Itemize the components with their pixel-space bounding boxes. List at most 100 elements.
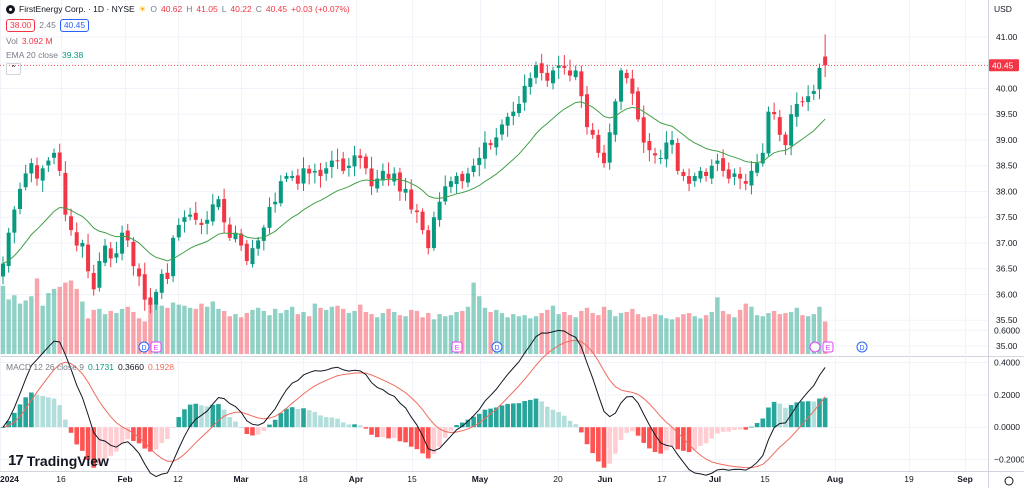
- candle-body: [562, 65, 567, 68]
- volume-bar: [278, 313, 284, 354]
- event-marker[interactable]: D: [491, 341, 503, 353]
- candle-body: [647, 140, 652, 151]
- candle-body: [386, 173, 391, 179]
- event-marker[interactable]: D: [138, 341, 150, 353]
- volume-bar: [505, 317, 510, 354]
- macd-histogram-bar: [754, 423, 760, 428]
- volume-bar: [295, 314, 301, 354]
- volume-bar: [533, 316, 539, 354]
- event-marker[interactable]: D: [856, 341, 868, 353]
- candle-body: [528, 78, 533, 87]
- candle-body: [465, 173, 470, 183]
- macd-histogram-bar: [272, 419, 278, 428]
- volume-bar: [91, 309, 96, 354]
- macd-histogram-bar: [749, 426, 754, 428]
- price-axis-label: 38.00: [996, 186, 1018, 196]
- candle-body: [550, 70, 555, 84]
- candle-body: [789, 114, 794, 146]
- tradingview-logo-text: TradingView: [26, 452, 109, 469]
- candle-body: [675, 142, 680, 171]
- candle-body: [239, 233, 244, 246]
- macd-histogram-bar: [102, 427, 108, 459]
- macd-label: MACD 12 26 close 9: [6, 362, 84, 372]
- candle-body: [176, 224, 181, 238]
- volume-bar: [573, 317, 578, 354]
- macd-histogram-bar: [454, 425, 459, 428]
- candle-body: [199, 222, 204, 225]
- time-axis-label: 18: [298, 474, 308, 484]
- candle-body: [568, 70, 572, 76]
- candle-body: [443, 186, 448, 202]
- macd-histogram-bar: [346, 424, 352, 428]
- event-marker[interactable]: E: [451, 341, 463, 353]
- volume-bar: [443, 316, 448, 354]
- event-marker-label: E: [455, 345, 460, 352]
- candle-body: [193, 212, 198, 220]
- last-price-label: 40.45: [992, 60, 1014, 70]
- event-marker[interactable]: E: [822, 341, 834, 353]
- candle-body: [726, 169, 731, 179]
- bid-button[interactable]: 38.00: [6, 18, 36, 32]
- macd-histogram-bar: [301, 408, 306, 428]
- symbol-title[interactable]: FirstEnergy Corp. · 1D · NYSE: [19, 4, 135, 14]
- volume-bar: [601, 306, 607, 354]
- macd-histogram-bar: [618, 427, 624, 441]
- time-axis-label: Aug: [827, 474, 844, 484]
- macd-histogram-bar: [176, 417, 182, 428]
- candle-body: [290, 176, 295, 178]
- candle-body: [681, 171, 686, 177]
- macd-histogram-bar: [777, 403, 783, 428]
- candle-body: [630, 78, 635, 94]
- ask-button[interactable]: 40.45: [59, 18, 90, 32]
- candle-body: [35, 165, 40, 179]
- macd-histogram-bar: [165, 427, 170, 439]
- price-axis-label: 35.50: [996, 315, 1018, 325]
- macd-histogram-bar: [607, 427, 612, 464]
- volume-bar: [255, 307, 261, 354]
- macd-histogram-bar: [108, 427, 114, 456]
- volume-bar: [341, 308, 346, 354]
- candle-body: [227, 224, 232, 238]
- collapse-legend-button[interactable]: ⌃: [6, 63, 21, 75]
- time-axis-label: Feb: [117, 474, 132, 484]
- candle-body: [222, 198, 227, 223]
- macd-histogram-bar: [335, 418, 340, 428]
- candle-body: [97, 261, 102, 288]
- candle-body: [573, 70, 578, 78]
- macd-histogram-bar: [414, 427, 420, 450]
- candle-body: [142, 274, 147, 300]
- candle-body: [6, 232, 11, 266]
- volume-bar: [805, 316, 811, 354]
- candle-body: [205, 219, 210, 224]
- volume-bar: [522, 315, 527, 354]
- high-label: H: [186, 4, 193, 14]
- volume-bar: [74, 288, 79, 354]
- macd-histogram-bar: [363, 427, 369, 429]
- volume-bar: [409, 309, 414, 354]
- macd-histogram-bar: [216, 404, 221, 428]
- volume-bar: [335, 305, 340, 354]
- volume-bar: [289, 306, 295, 354]
- macd-axis-label: −0.4000: [994, 487, 1024, 488]
- macd-histogram-bar: [459, 422, 465, 428]
- macd-histogram-bar: [408, 427, 414, 447]
- macd-histogram-bar: [0, 427, 6, 428]
- event-flash-icon: [809, 341, 821, 353]
- macd-histogram-bar: [528, 399, 533, 428]
- volume-bar: [477, 296, 482, 354]
- event-marker[interactable]: E: [150, 341, 162, 353]
- candle-body: [460, 173, 465, 182]
- candle-body: [216, 199, 221, 208]
- settings-gear-icon[interactable]: [1004, 476, 1014, 486]
- volume-bar: [618, 313, 624, 354]
- candle-body: [103, 245, 108, 263]
- candle-body: [511, 111, 516, 117]
- currency-label[interactable]: USD: [994, 4, 1012, 14]
- volume-bar: [46, 293, 51, 354]
- candle-body: [295, 175, 300, 184]
- macd-histogram-bar: [766, 407, 771, 428]
- volume-bar: [108, 310, 113, 354]
- volume-bar: [363, 312, 369, 354]
